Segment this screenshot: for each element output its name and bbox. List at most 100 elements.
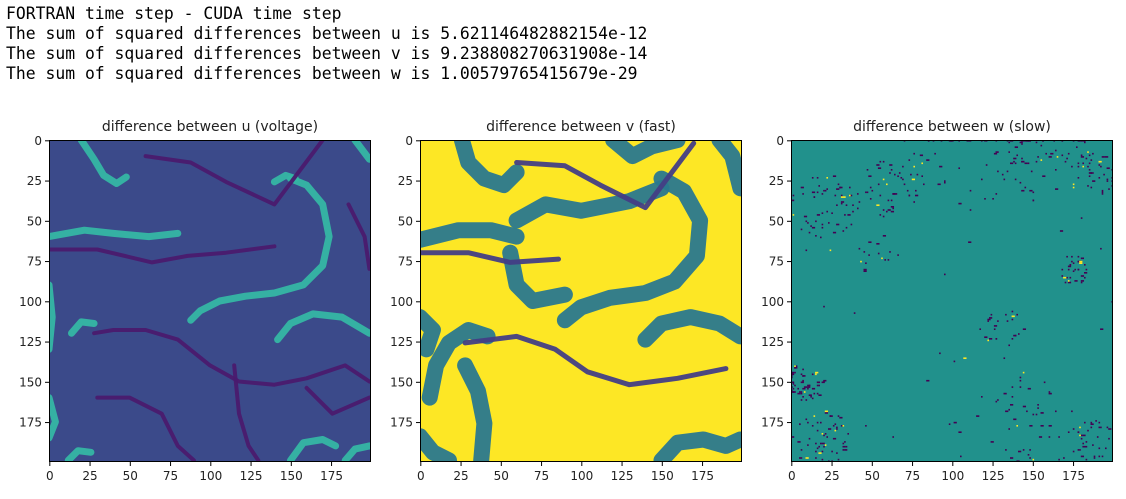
heatmap-speckle <box>993 152 998 155</box>
heatmap-speckle <box>985 164 988 166</box>
heatmap-speckle <box>802 375 804 377</box>
heatmap-speckle <box>839 416 843 419</box>
heatmap-speckle <box>1008 344 1011 347</box>
heatmap-speckle <box>1024 186 1027 189</box>
y-tick-label: 50 <box>769 214 784 228</box>
axes-frame <box>420 140 742 462</box>
heatmap-speckle <box>882 235 887 237</box>
heatmap-speckle <box>1092 172 1094 174</box>
heatmap-speckle <box>1111 185 1113 187</box>
heatmap-speckle <box>1080 437 1083 440</box>
heatmap-speckle <box>1005 313 1007 316</box>
heatmap-speckle <box>1043 381 1046 384</box>
heatmap-speckle <box>1067 268 1070 271</box>
heatmap-speckle <box>1003 357 1006 360</box>
heatmap-speckle <box>1067 265 1072 268</box>
heatmap-speckle <box>1074 268 1077 271</box>
heatmap-speckle <box>791 391 795 393</box>
y-tick-label: 75 <box>27 255 42 269</box>
heatmap-speckle <box>960 455 962 458</box>
heatmap-speckle <box>1016 425 1019 427</box>
heatmap-speckle <box>1063 276 1067 279</box>
heatmap-speckle <box>1066 255 1068 258</box>
x-tick-label: 125 <box>240 469 263 483</box>
heatmap-feature <box>605 140 686 165</box>
y-tick-label: 100 <box>19 295 42 309</box>
heatmap-speckle <box>1061 154 1064 157</box>
heatmap-speckle <box>876 204 880 207</box>
heatmap-speckle <box>834 423 837 426</box>
heatmap-speckle <box>879 160 882 163</box>
heatmap-speckle <box>995 193 998 195</box>
heatmap-speckle <box>858 201 861 203</box>
heatmap-feature <box>49 226 182 241</box>
heatmap-speckle <box>815 373 817 376</box>
x-tick-label: 50 <box>494 469 509 483</box>
heatmap-speckle <box>815 442 817 445</box>
heatmap-speckle <box>1077 162 1080 165</box>
heatmap-title: difference between u (voltage) <box>102 119 318 135</box>
heatmap-speckle <box>805 220 808 223</box>
heatmap-speckle <box>968 241 972 244</box>
heatmap-speckle <box>1076 146 1078 149</box>
heatmap-speckle <box>1106 167 1110 170</box>
y-tick-label: 25 <box>769 174 784 188</box>
y-tick-label: 125 <box>390 335 413 349</box>
heatmap-speckle <box>926 379 930 382</box>
heatmap-speckle <box>1061 268 1064 271</box>
heatmap-speckle <box>811 373 814 376</box>
heatmap-speckle <box>849 194 851 197</box>
heatmap-speckle <box>800 228 803 231</box>
heatmap-speckle <box>820 421 822 424</box>
heatmap-speckle <box>993 325 998 327</box>
heatmap-speckle <box>892 207 895 210</box>
heatmap-speckle <box>963 357 967 360</box>
heatmap-speckle <box>1063 457 1065 459</box>
heatmap-speckle <box>871 189 874 192</box>
heatmap-speckle <box>1058 458 1060 461</box>
heatmap-speckle <box>826 177 829 179</box>
heatmap-speckle <box>1101 193 1104 195</box>
heatmap-speckle <box>1085 268 1088 271</box>
y-tick-label: 175 <box>761 416 784 430</box>
heatmap-speckle <box>1019 386 1022 388</box>
heatmap-speckle <box>1019 181 1022 184</box>
heatmap-speckle <box>1098 160 1102 163</box>
heatmap-feature <box>420 309 441 358</box>
heatmap-speckle <box>865 191 867 194</box>
heatmap-speckle <box>845 204 848 207</box>
heatmap-speckle <box>1079 262 1083 265</box>
heatmap-speckle <box>853 312 856 314</box>
heatmap-speckle <box>792 387 795 390</box>
heatmap-speckle <box>836 188 840 190</box>
heatmap-speckle <box>1088 175 1091 178</box>
heatmap-speckle <box>795 365 798 368</box>
heatmap-speckle <box>1011 338 1014 340</box>
heatmap-speckle <box>802 387 806 390</box>
heatmap-speckle <box>837 415 840 417</box>
heatmap-speckle <box>1088 154 1091 157</box>
heatmap-speckle <box>1018 450 1022 453</box>
heatmap-speckle <box>979 328 982 331</box>
heatmap-speckle <box>828 222 830 224</box>
heatmap-feature <box>462 333 729 388</box>
heatmap-speckle <box>869 241 872 244</box>
heatmap-speckle <box>1037 404 1039 406</box>
heatmap-speckle <box>1090 423 1094 426</box>
heatmap-speckle <box>948 423 951 426</box>
heatmap-speckle <box>832 437 837 440</box>
heatmap-speckle <box>897 175 899 178</box>
heatmap-speckle <box>906 189 909 192</box>
heatmap-speckle <box>921 175 924 178</box>
heatmap-speckle <box>908 159 911 161</box>
heatmap-speckle <box>1022 328 1027 331</box>
heatmap-speckle <box>1021 189 1025 192</box>
heatmap-speckle <box>1080 275 1085 277</box>
heatmap-speckle <box>1080 156 1085 158</box>
heatmap-speckle <box>1016 154 1019 157</box>
heatmap-speckle <box>889 172 891 174</box>
heatmap-speckle <box>797 392 800 395</box>
heatmap-speckle <box>1029 457 1031 459</box>
heatmap-speckle <box>1084 421 1086 424</box>
heatmap-speckle <box>1092 444 1094 446</box>
